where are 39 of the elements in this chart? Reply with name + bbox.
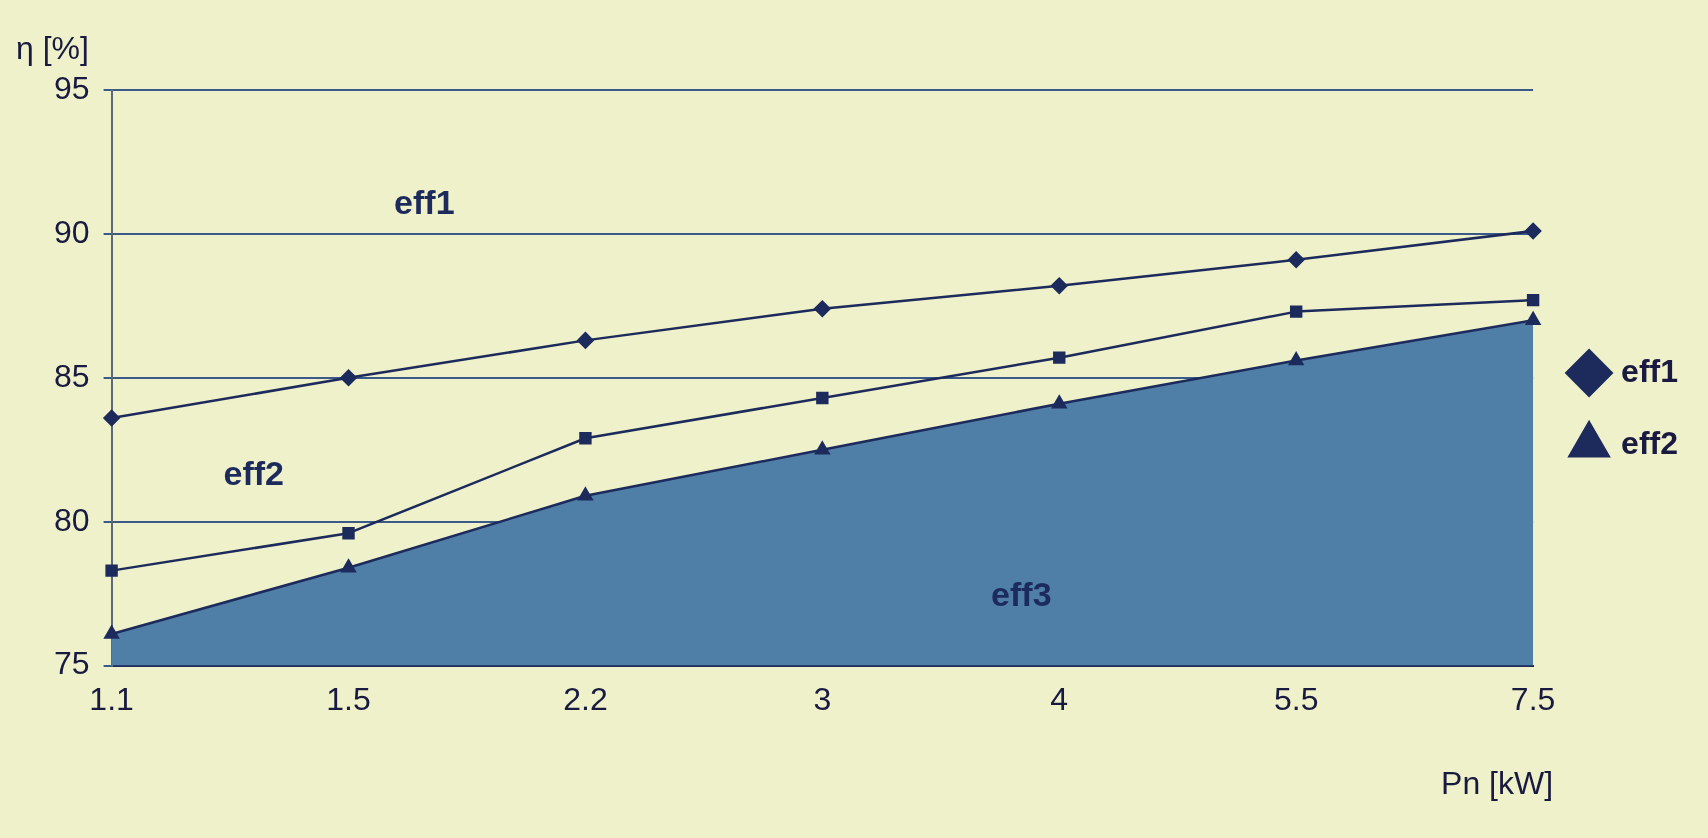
annotation: eff3 — [991, 574, 1052, 613]
point — [1524, 222, 1542, 240]
legend-label: eff2 — [1621, 424, 1678, 461]
point — [577, 332, 594, 349]
legend-label: eff1 — [1621, 352, 1678, 389]
y-tick-label: 75 — [54, 645, 90, 682]
point — [579, 432, 592, 445]
x-tick-label: 5.5 — [1273, 680, 1319, 717]
point — [1053, 351, 1066, 364]
point — [104, 625, 119, 639]
point — [578, 487, 593, 501]
y-axis-title: η [%] — [16, 29, 89, 66]
point — [103, 409, 120, 427]
point — [1288, 352, 1304, 366]
x-axis-title: Pn [kW] — [1441, 765, 1554, 802]
x-tick-label: 7.5 — [1510, 680, 1556, 717]
x-tick-label: 2.2 — [563, 680, 608, 717]
point — [1287, 251, 1305, 269]
annotation: eff2 — [223, 454, 284, 493]
point — [341, 559, 356, 573]
x-tick-label: 3 — [813, 680, 832, 717]
x-tick-label: 1.1 — [89, 680, 134, 717]
point — [340, 369, 357, 387]
x-tick-label: 1.5 — [326, 680, 371, 717]
point — [814, 300, 831, 317]
y-tick-label: 90 — [54, 213, 90, 250]
y-tick-label: 95 — [54, 69, 90, 106]
point — [1289, 305, 1303, 318]
x-tick-label: 4 — [1050, 680, 1069, 717]
point — [1526, 293, 1540, 307]
point — [105, 564, 118, 577]
y-tick-label: 80 — [54, 501, 90, 538]
point — [342, 527, 355, 540]
point — [1051, 395, 1067, 409]
point — [1051, 277, 1068, 294]
point — [816, 391, 829, 405]
point — [815, 441, 830, 455]
y-tick-label: 85 — [54, 357, 90, 394]
annotation: eff1 — [394, 183, 455, 222]
